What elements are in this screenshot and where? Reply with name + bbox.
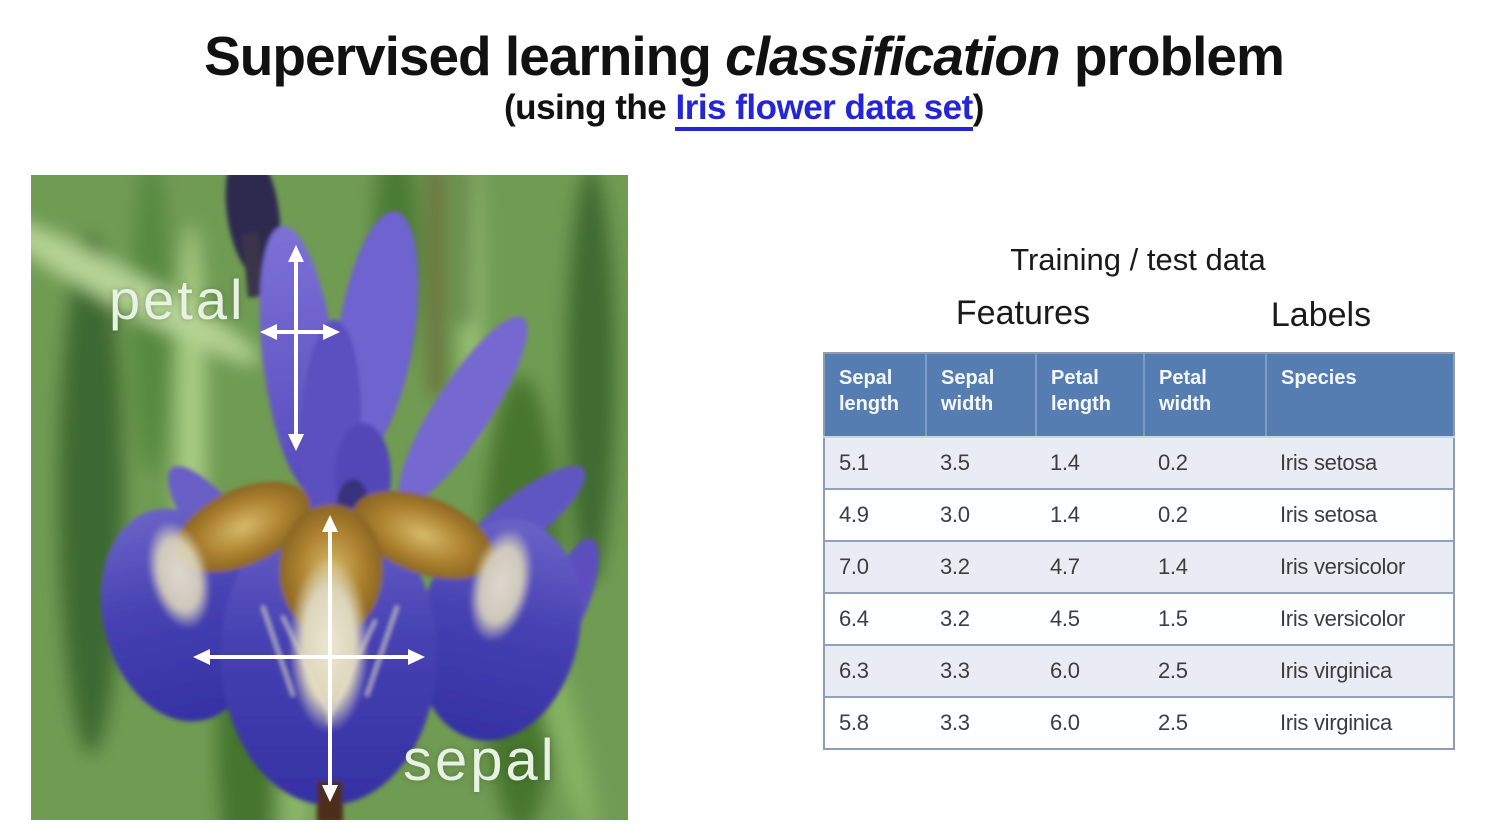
table-row: 5.1 3.5 1.4 0.2 Iris setosa [824,437,1454,489]
table-cell: 4.7 [1050,554,1080,579]
table-row: 6.4 3.2 4.5 1.5 Iris versicolor [824,593,1454,645]
table-cell: 0.2 [1158,450,1188,475]
table-cell: 1.4 [1050,450,1080,475]
column-header-petal-length: Petal length [1036,353,1145,438]
measurement-arrows [193,245,425,802]
table-cell: 6.0 [1050,658,1080,683]
table-header-row: Sepal length Sepal width Petal length Pe… [824,353,1454,438]
table-cell: 4.9 [839,502,869,527]
table-cell: Iris setosa [1280,450,1377,475]
table-cell: 3.2 [940,606,970,631]
column-header-sepal-width: Sepal width [926,353,1037,438]
training-test-data-heading: Training / test data [1010,242,1266,277]
table-row: 7.0 3.2 4.7 1.4 Iris versicolor [824,541,1454,593]
table-cell: 3.2 [940,554,970,579]
table-cell: 1.4 [1158,554,1188,579]
table-cell: 3.0 [940,502,970,527]
labels-heading: Labels [1270,296,1372,334]
table-cell: 3.3 [940,710,970,735]
features-heading: Features [955,294,1091,332]
table-cell: 2.5 [1158,658,1188,683]
table-cell: 5.1 [839,450,869,475]
table-cell: 1.5 [1158,606,1188,631]
column-header-species: Species [1266,353,1454,438]
table-row: 4.9 3.0 1.4 0.2 Iris setosa [824,489,1454,541]
slide-title: Supervised learning classification probl… [0,24,1488,88]
table-cell: 0.2 [1158,502,1188,527]
table-cell: Iris setosa [1280,502,1377,527]
table-cell: 3.3 [940,658,970,683]
slide-title-italic: classification [725,25,1060,87]
table-cell: Iris virginica [1280,710,1392,735]
iris-photo-illustration [31,175,628,820]
table-row: 5.8 3.3 6.0 2.5 Iris virginica [824,697,1454,749]
subtitle-prefix: (using the [504,88,676,127]
table-cell: Iris versicolor [1280,606,1406,631]
table-cell: 6.0 [1050,710,1080,735]
table-cell: 5.8 [839,710,869,735]
table-cell: Iris virginica [1280,658,1392,683]
slide-title-suffix: problem [1059,25,1285,87]
iris-dataset-link[interactable]: Iris flower data set [675,88,973,131]
column-header-sepal-length: Sepal length [824,353,927,438]
table-cell: 1.4 [1050,502,1080,527]
subtitle-suffix: ) [972,88,985,127]
table-cell: 6.3 [839,658,869,683]
table-cell: Iris versicolor [1280,554,1406,579]
column-header-petal-width: Petal width [1144,353,1267,438]
iris-data-table: Sepal length Sepal width Petal length Pe… [823,352,1455,750]
table-cell: 4.5 [1050,606,1080,631]
iris-flower-photo: petal sepal [31,175,628,820]
table-cell: 3.5 [940,450,970,475]
slide-title-prefix: Supervised learning [204,25,726,87]
table-cell: 2.5 [1158,710,1188,735]
table-cell: 6.4 [839,606,869,631]
table-row: 6.3 3.3 6.0 2.5 Iris virginica [824,645,1454,697]
slide-subtitle: (using the Iris flower data set) [0,88,1488,131]
table-cell: 7.0 [839,554,869,579]
